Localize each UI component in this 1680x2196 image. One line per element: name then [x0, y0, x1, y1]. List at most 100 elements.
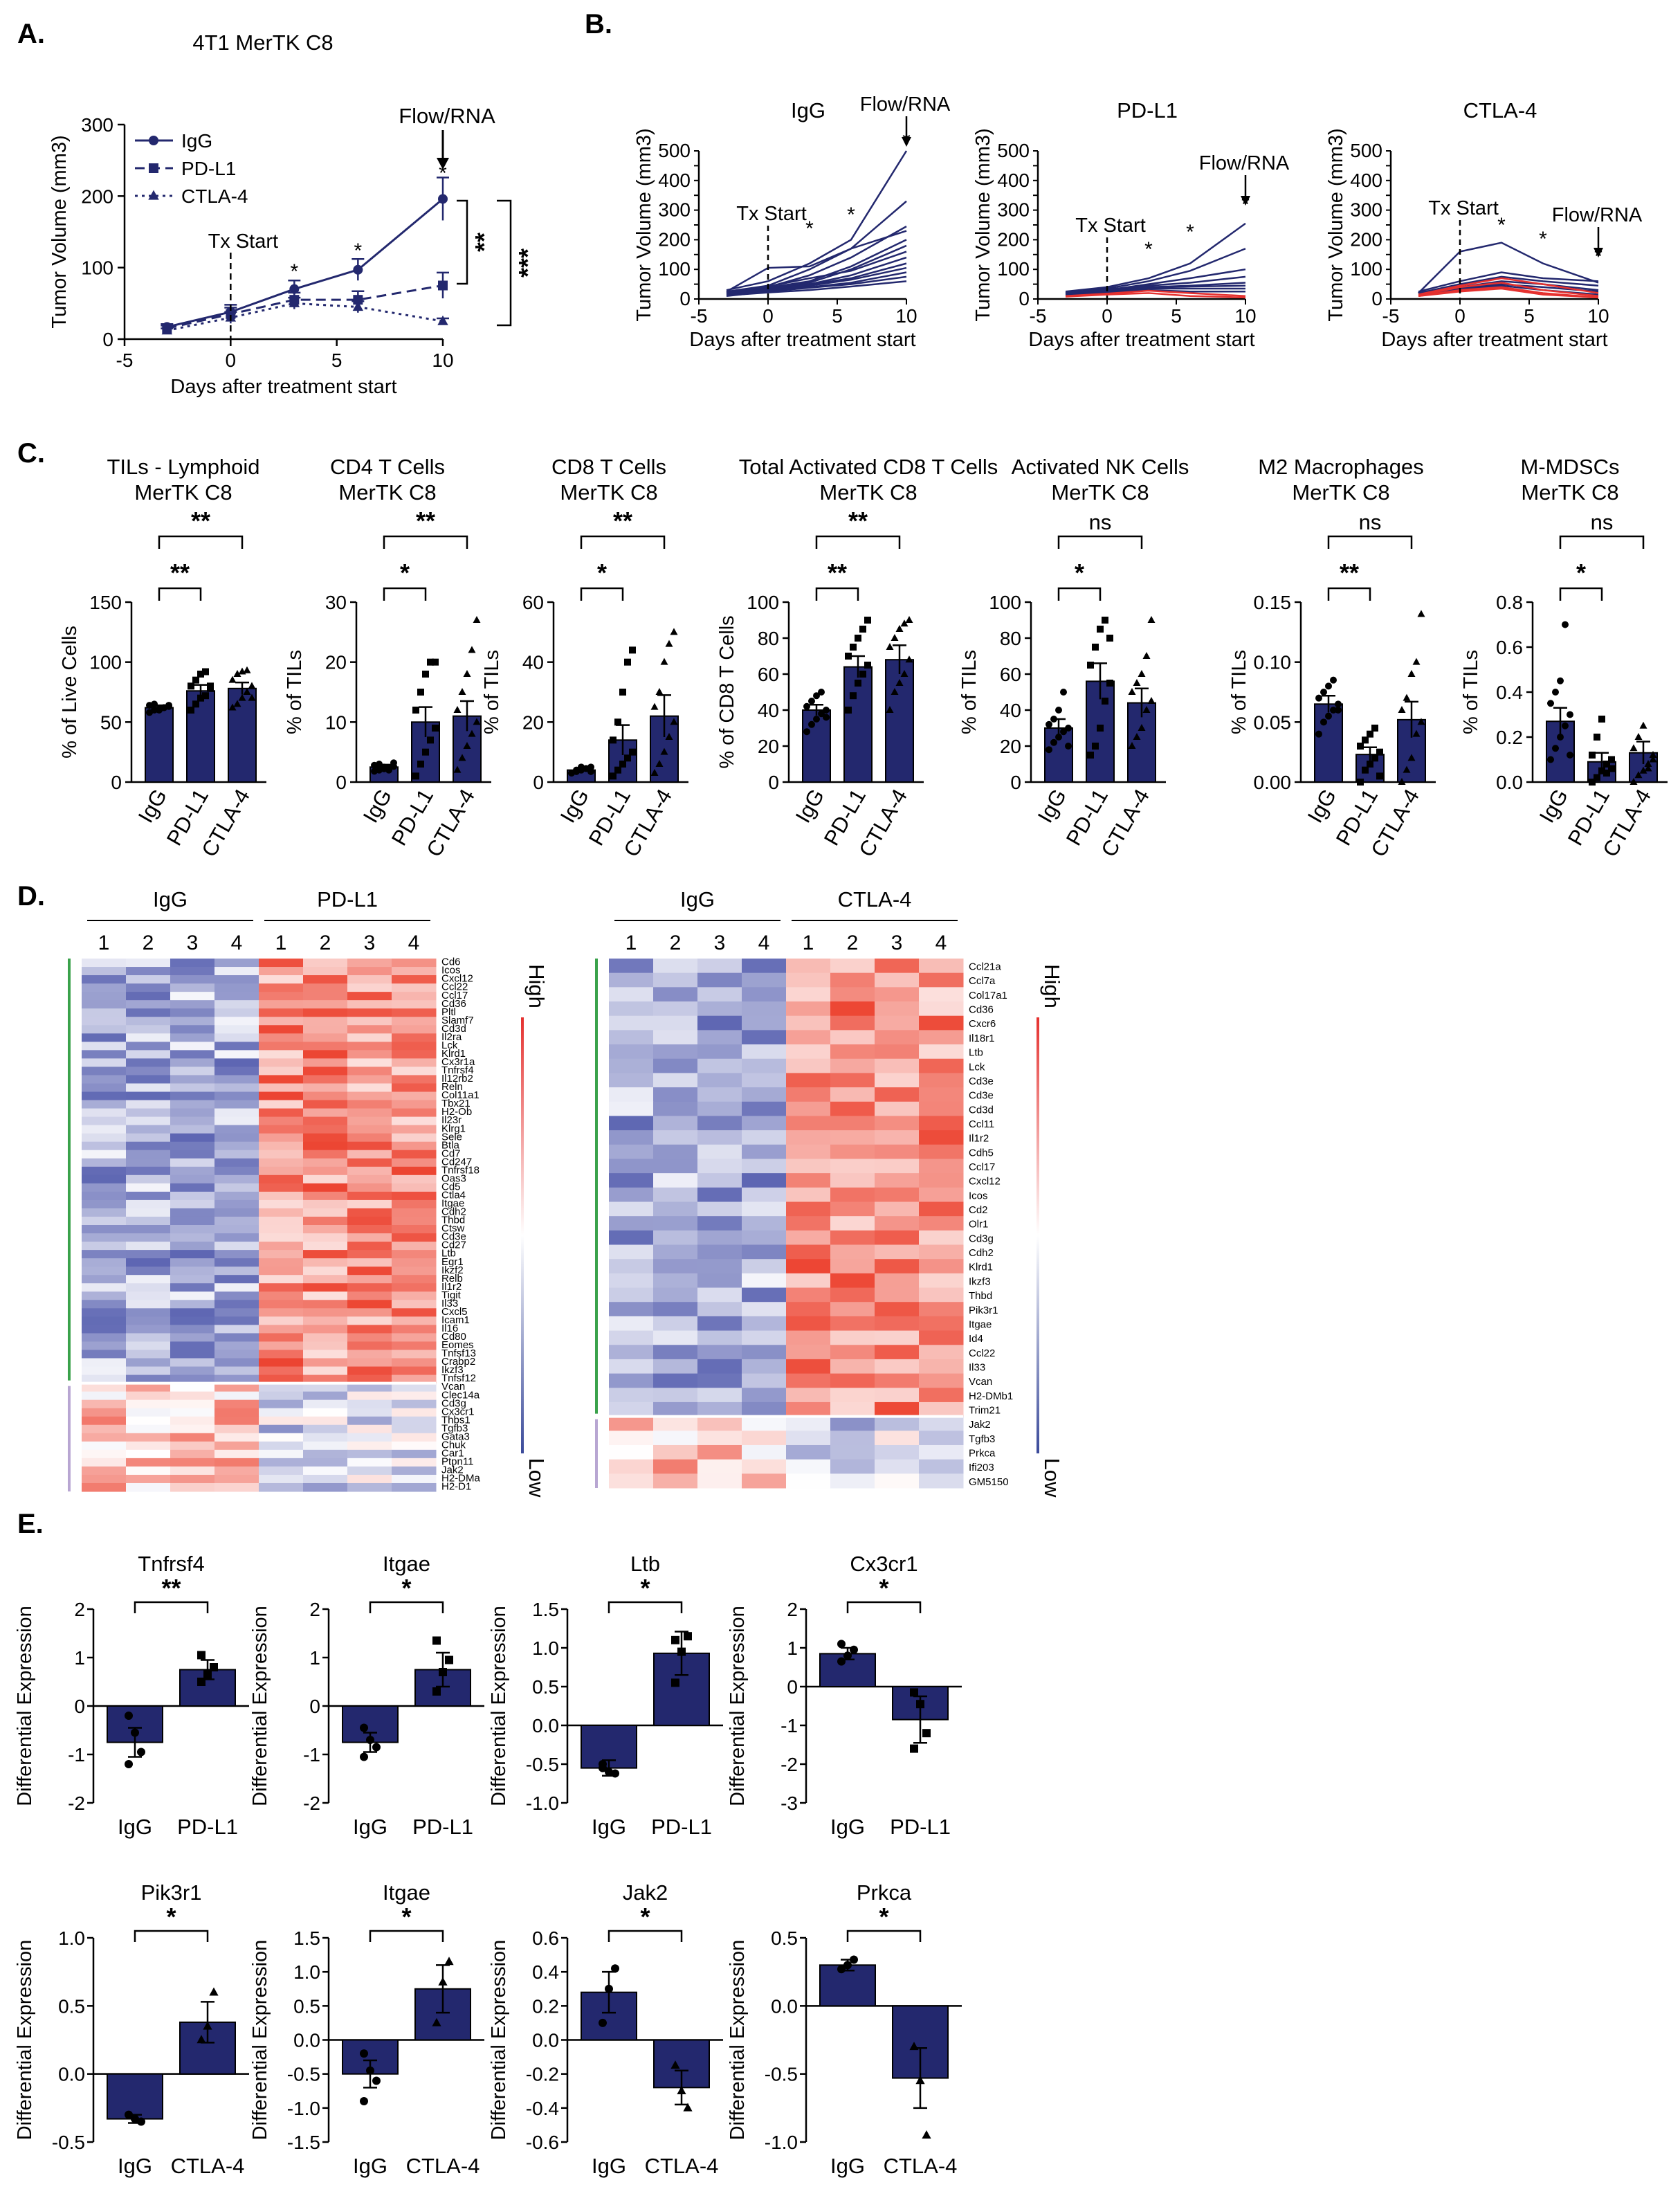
data-point: [850, 644, 857, 651]
data-point: [1589, 779, 1596, 786]
significance-label: **: [848, 507, 868, 535]
data-point: [843, 1651, 852, 1660]
significance-star: *: [1497, 214, 1506, 237]
heatmap-cell: [214, 1267, 259, 1276]
heatmap-cell: [875, 1473, 920, 1489]
gene-label: Cd247: [441, 1156, 472, 1168]
data-point: [850, 1645, 858, 1654]
heatmap-cell: [919, 1144, 964, 1159]
heatmap-cell: [82, 1141, 127, 1151]
heatmap-cell: [303, 1433, 348, 1442]
heatmap-cell: [347, 1242, 392, 1251]
heatmap-cell: [347, 1300, 392, 1309]
heatmap-cell: [786, 959, 831, 974]
x-axis-label: Days after treatment start: [689, 329, 915, 351]
heatmap-cell: [214, 1433, 259, 1442]
heatmap-cell: [347, 1208, 392, 1217]
y-tick-label: -0.4: [526, 2098, 559, 2119]
data-point: [1608, 756, 1615, 763]
gene-label: Il2ra: [441, 1031, 462, 1043]
x-category-label: IgG: [353, 1815, 387, 1839]
gene-label: Il1r2: [441, 1281, 462, 1293]
heatmap-cell: [786, 1173, 831, 1188]
gene-label: Cdh2: [969, 1247, 994, 1259]
heatmap-cell: [653, 1302, 698, 1317]
heatmap-cell: [392, 967, 437, 976]
y-tick-label: 20: [325, 652, 347, 673]
heatmap-cell: [214, 1174, 259, 1184]
data-point: [1594, 774, 1600, 781]
heatmap-cell: [786, 1431, 831, 1446]
heatmap-cell: [786, 972, 831, 988]
heatmap-cell: [214, 1058, 259, 1067]
flow-arrow-head: [902, 137, 911, 147]
heatmap-cell: [830, 1259, 875, 1274]
heatmap-cell: [697, 1473, 742, 1489]
gene-label: Tnfsf13: [441, 1347, 476, 1359]
data-point: [670, 2060, 680, 2069]
heatmap-cell: [347, 1250, 392, 1259]
heatmap-cell: [126, 1408, 171, 1417]
data-point: [1552, 689, 1559, 696]
y-axis-label: % of TILs: [481, 650, 503, 734]
heatmap-cell: [830, 1073, 875, 1088]
heatmap-cell: [82, 1283, 127, 1292]
y-tick-label: 0: [336, 772, 347, 793]
heatmap-cell: [875, 1058, 920, 1073]
heatmap-cell: [653, 1030, 698, 1045]
significance-label: *: [1576, 559, 1586, 587]
x-tick-label: -5: [116, 350, 134, 371]
heatmap-cell: [259, 1075, 304, 1084]
heatmap-cell: [392, 992, 437, 1001]
heatmap-cell: [259, 1042, 304, 1051]
x-tick-label: 10: [1587, 305, 1609, 327]
heatmap-cell: [742, 1058, 787, 1073]
y-axis-label: % of TILs: [284, 650, 306, 734]
heatmap-cell: [214, 1008, 259, 1017]
data-point: [916, 1700, 924, 1709]
heatmap-cell: [875, 1401, 920, 1417]
y-tick-label: 0.4: [532, 1961, 559, 1983]
gene-label: Cd3d: [969, 1104, 994, 1116]
heatmap-cell: [786, 1073, 831, 1088]
gene-label: Olr1: [969, 1219, 988, 1231]
data-point: [818, 710, 825, 718]
mouse-line-r1: [1418, 277, 1599, 296]
data-point: [248, 693, 256, 701]
flow-arrow-head: [437, 158, 449, 170]
y-tick-label: 100: [1350, 258, 1382, 280]
y-tick-label: 0: [1019, 288, 1030, 309]
gene-label: Btla: [441, 1139, 460, 1151]
data-point: [905, 616, 913, 623]
heatmap-cell: [170, 959, 215, 968]
y-tick-label: 40: [1000, 700, 1021, 721]
heatmap-cell: [653, 1101, 698, 1116]
heatmap-cell: [170, 992, 215, 1001]
heatmap-cell: [259, 1191, 304, 1201]
heatmap-cell: [392, 1358, 437, 1368]
heatmap-cell: [126, 1374, 171, 1384]
heatmap-cell: [259, 1250, 304, 1259]
gene-label: Il16: [441, 1323, 458, 1334]
heatmap-cell: [742, 1187, 787, 1202]
gene-label: Ccl17: [441, 990, 468, 1001]
heatmap-cell: [392, 1033, 437, 1042]
heatmap-cell: [126, 1216, 171, 1226]
heatmap-cell: [609, 1473, 654, 1489]
heatmap-cell: [392, 1383, 437, 1392]
heatmap-cell: [214, 983, 259, 992]
data-point: [1357, 779, 1364, 786]
heatmap-cell: [214, 1083, 259, 1092]
heatmap-cell: [919, 1015, 964, 1031]
heatmap-cell: [170, 1075, 215, 1084]
heatmap-cell: [697, 1259, 742, 1274]
heatmap-cell: [392, 1174, 437, 1184]
data-point: [427, 736, 434, 744]
gene-label: Reln: [441, 1081, 463, 1093]
data-point: [372, 1743, 381, 1752]
heatmap-cell: [259, 1174, 304, 1184]
heatmap-cell: [303, 1008, 348, 1017]
heatmap-cell: [303, 1017, 348, 1026]
